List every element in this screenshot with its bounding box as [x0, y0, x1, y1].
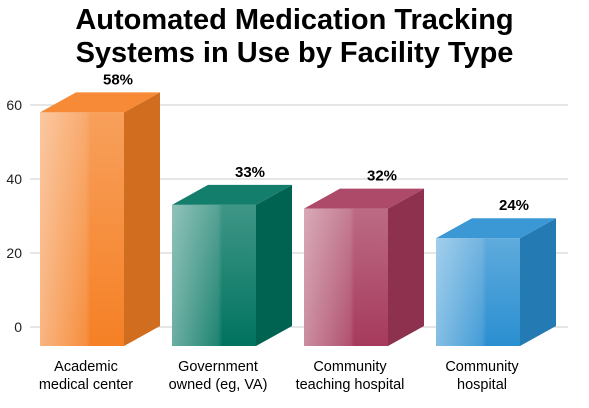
bar-front-sheen [304, 208, 388, 346]
value-label: 58% [103, 71, 133, 88]
value-label: 24% [499, 197, 529, 214]
category-label: Academic medical center [39, 359, 133, 393]
value-label: 32% [367, 168, 397, 185]
category-label: Government owned (eg, VA) [169, 359, 268, 393]
bar [436, 218, 556, 346]
bar-top-face [172, 184, 292, 205]
bar-side-face [124, 92, 160, 347]
bar-top-face [304, 188, 424, 209]
bar-front-sheen [172, 204, 256, 346]
bar [40, 92, 160, 347]
bar [172, 184, 292, 346]
category-labels: Academic medical center Government owned (e… [39, 359, 520, 393]
value-labels: 58% 33% 32% 24% [103, 71, 529, 214]
bar-side-face [388, 188, 424, 346]
bar-top-face [436, 218, 556, 239]
bar-top-face [40, 92, 160, 113]
bar-side-face [256, 184, 292, 346]
y-axis: 0 20 40 60 [6, 97, 22, 335]
category-label: Community hospital [445, 359, 519, 393]
bar-front-sheen [436, 238, 520, 346]
bar-front-sheen [40, 112, 124, 347]
bar [304, 188, 424, 346]
chart-title-line-1: Automated Medication Tracking [75, 4, 514, 36]
bars [40, 92, 556, 347]
bar-side-face [520, 218, 556, 346]
y-tick-label: 60 [6, 97, 22, 113]
category-label: Community teaching hospital [296, 359, 405, 393]
value-label: 33% [235, 164, 265, 181]
chart-title-line-2: Systems in Use by Facility Type [75, 37, 514, 69]
y-tick-label: 0 [14, 319, 22, 335]
chart-title: Automated Medication Tracking Systems in… [0, 4, 589, 70]
y-tick-label: 20 [6, 245, 22, 261]
y-tick-label: 40 [6, 171, 22, 187]
